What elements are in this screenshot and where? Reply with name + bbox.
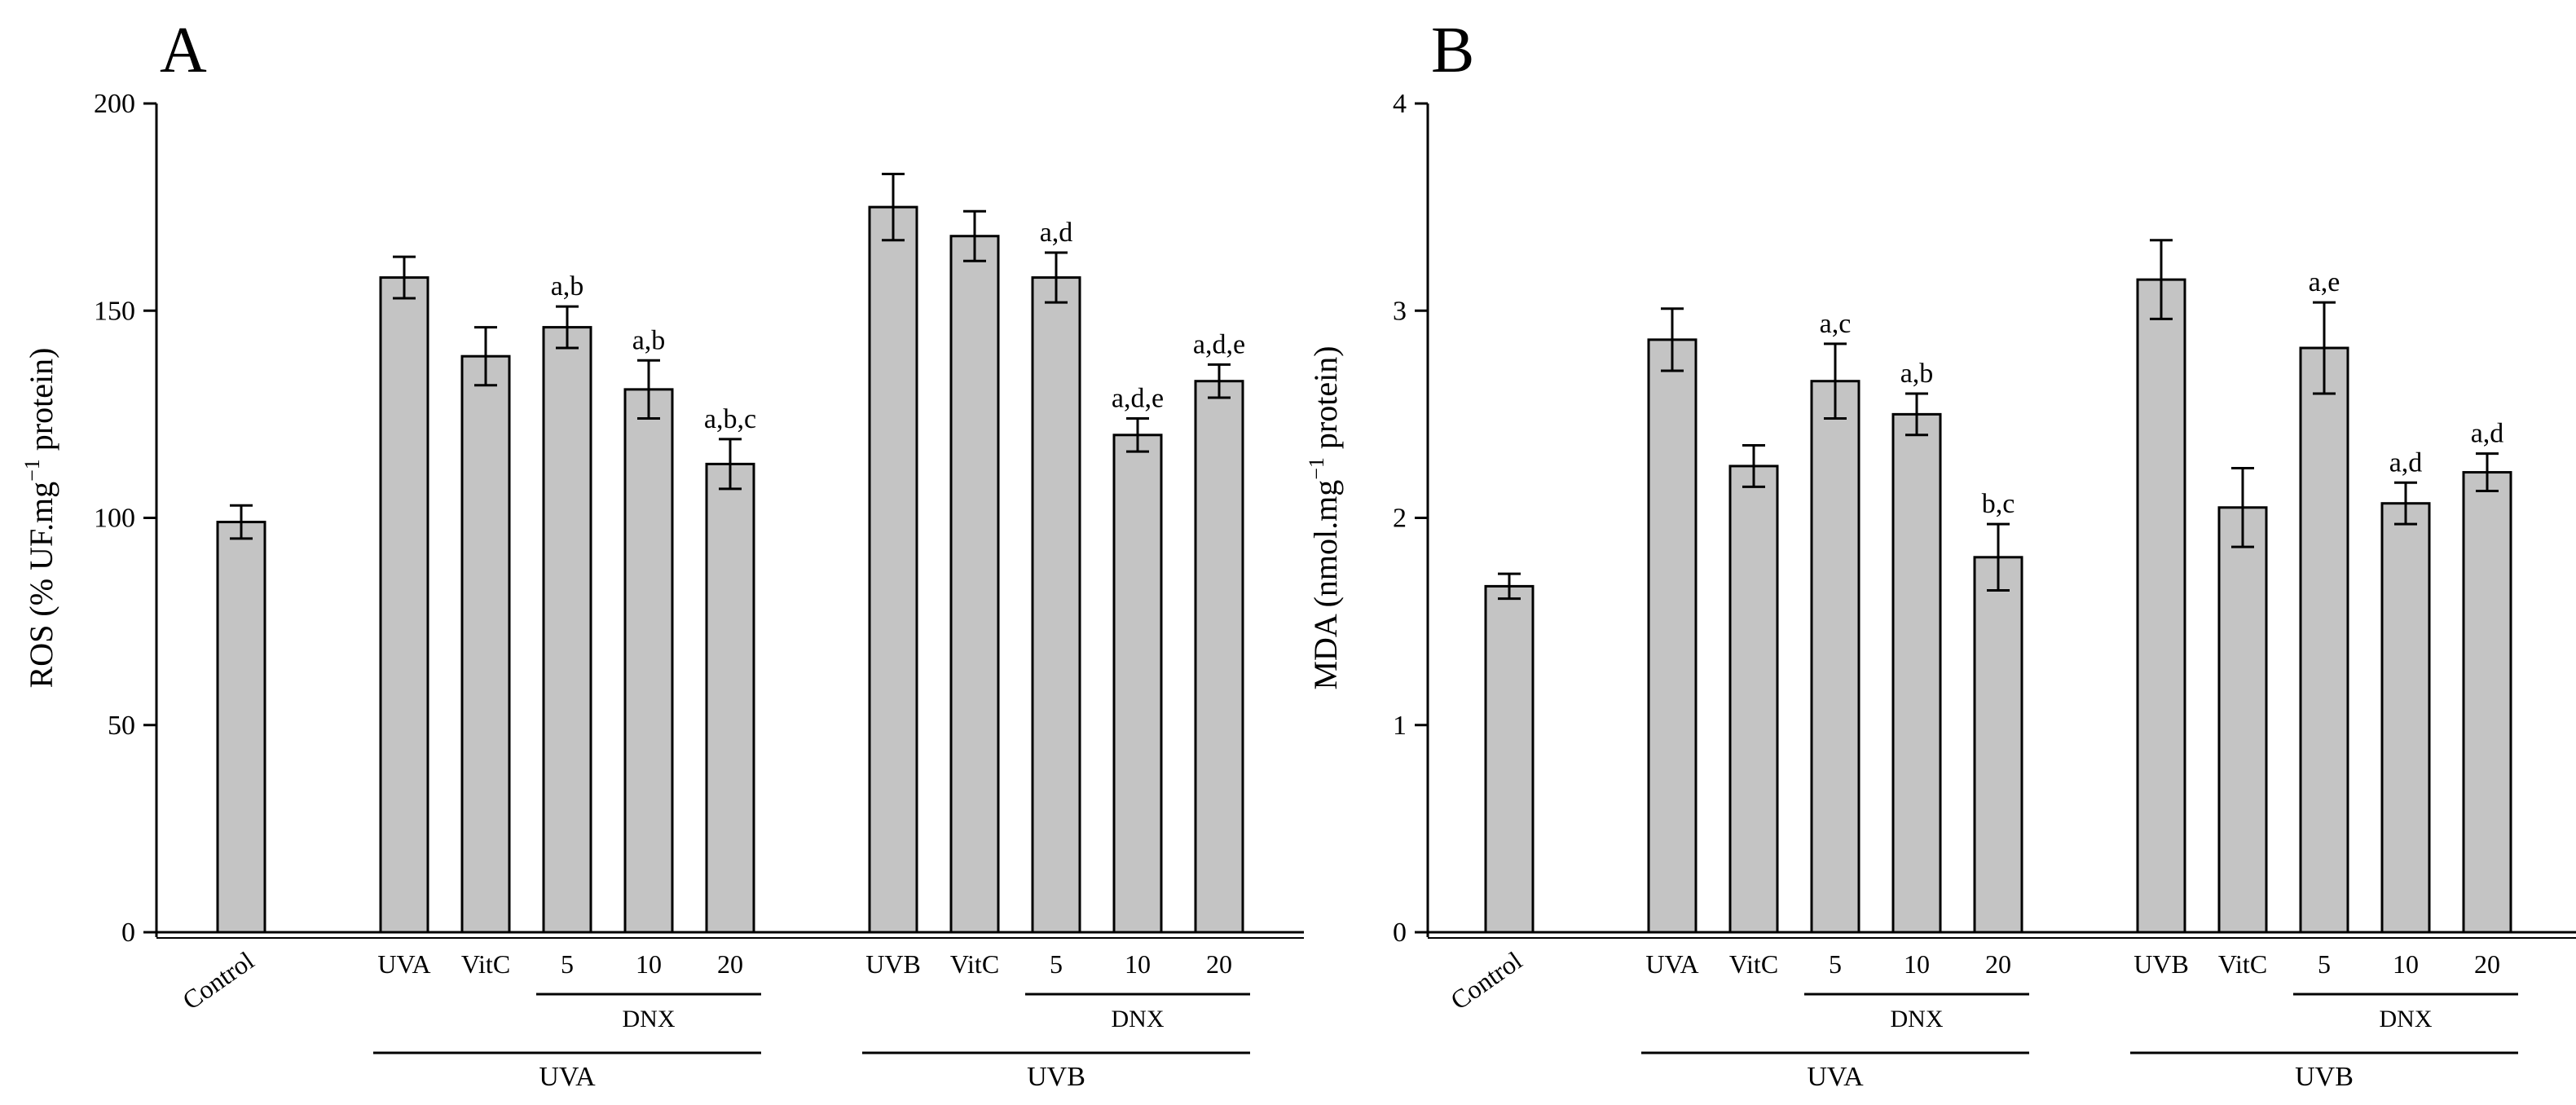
bar: [2380, 502, 2431, 934]
x-tick-label: VitC: [2218, 949, 2267, 979]
y-axis-title-main: ROS (% UF.mg: [23, 482, 59, 689]
panel-b: B 0 1 2 3 4 MDA (nmol.mg−1 protein) Control UVA V…: [1305, 15, 2576, 1092]
y-tick-label: 1: [1393, 711, 1407, 741]
x-tick-label: 10: [636, 949, 662, 979]
x-tick-label: VitC: [461, 949, 510, 979]
bar: [2462, 471, 2512, 934]
y-axis-title-superscript: −1: [1305, 457, 1328, 480]
bar: [868, 205, 918, 934]
bar: [1194, 380, 1244, 934]
bar: [949, 235, 1000, 934]
significance-label: a,c: [1820, 309, 1852, 339]
x-tick-label: 5: [1050, 949, 1063, 979]
x-tick-label: UVA: [377, 949, 430, 979]
x-tick-label: Control: [177, 945, 259, 1015]
significance-label: a,d: [1040, 218, 1073, 248]
significance-label: a,b: [551, 271, 584, 302]
x-tick-label: 20: [2474, 949, 2500, 979]
bar: [379, 276, 429, 934]
x-tick-label: UVB: [2133, 949, 2189, 979]
bar: [1484, 584, 1535, 934]
significance-label: a,d: [2471, 419, 2504, 449]
group-label: UVB: [1027, 1062, 1085, 1092]
bar: [2136, 278, 2186, 934]
x-tick-label: 10: [1904, 949, 1930, 979]
y-axis-title-tail: protein): [1307, 346, 1344, 457]
group-label: DNX: [1112, 1006, 1165, 1032]
x-tick-label: 10: [1125, 949, 1151, 979]
y-axis-title: MDA (nmol.mg−1 protein): [1305, 346, 1344, 689]
bar: [1973, 556, 2023, 934]
significance-label: a,b,c: [704, 404, 756, 434]
y-tick-label: 200: [94, 89, 135, 119]
x-tick-label: 5: [2318, 949, 2331, 979]
x-tick-label: 5: [1829, 949, 1842, 979]
x-tick-label: 5: [561, 949, 574, 979]
bar: [1112, 434, 1163, 934]
y-axis-title: ROS (% UF.mg−1 protein): [20, 348, 59, 689]
panel-label: B: [1431, 15, 1474, 86]
x-tick-label: 10: [2393, 949, 2419, 979]
y-tick-label: 4: [1393, 89, 1407, 119]
group-label: UVB: [2295, 1062, 2354, 1092]
group-label: DNX: [623, 1006, 676, 1032]
bar: [1891, 412, 1942, 934]
y-axis-title-main: MDA (nmol.mg: [1307, 480, 1344, 690]
bar: [542, 326, 592, 934]
group-label: DNX: [1891, 1006, 1944, 1032]
x-tick-label: VitC: [950, 949, 999, 979]
bar: [1031, 276, 1081, 934]
y-axis-title-tail: protein): [23, 348, 59, 460]
x-tick-label: UVB: [865, 949, 921, 979]
y-tick-label: 0: [121, 918, 135, 948]
y-tick-label: 50: [108, 711, 135, 741]
y-axis-title-superscript: −1: [20, 459, 44, 482]
x-tick-label: Control: [1445, 945, 1527, 1015]
bar: [1728, 464, 1779, 934]
significance-label: a,e: [2309, 267, 2340, 297]
significance-label: a,d,e: [1193, 329, 1245, 359]
bar: [705, 462, 755, 934]
y-tick-label: 2: [1393, 504, 1407, 534]
significance-label: a,d,e: [1112, 383, 1164, 413]
bar: [216, 521, 266, 934]
significance-label: a,d: [2389, 447, 2423, 478]
group-label: UVA: [1807, 1062, 1864, 1092]
significance-label: b,c: [1982, 489, 2015, 519]
x-tick-label: 20: [717, 949, 743, 979]
significance-label: a,b: [1900, 359, 1934, 389]
bar: [623, 388, 674, 934]
x-tick-label: VitC: [1729, 949, 1778, 979]
group-label: UVA: [539, 1062, 596, 1092]
significance-label: a,b: [632, 325, 666, 355]
y-tick-label: 100: [94, 504, 135, 534]
bar: [1647, 338, 1698, 934]
y-tick-label: 3: [1393, 296, 1407, 326]
y-tick-label: 0: [1393, 918, 1407, 948]
bar: [460, 354, 511, 934]
bar: [2299, 346, 2349, 934]
x-tick-label: 20: [1206, 949, 1232, 979]
bar: [1810, 380, 1860, 934]
panel-a: A 0 50 100 150 200 ROS (% UF.mg−1 protein) Cont…: [20, 15, 1304, 1092]
y-tick-label: 150: [94, 296, 135, 326]
x-tick-label: 20: [1985, 949, 2011, 979]
panel-label: A: [160, 15, 207, 86]
group-label: DNX: [2380, 1006, 2433, 1032]
x-tick-label: UVA: [1645, 949, 1698, 979]
bar: [2217, 506, 2268, 934]
